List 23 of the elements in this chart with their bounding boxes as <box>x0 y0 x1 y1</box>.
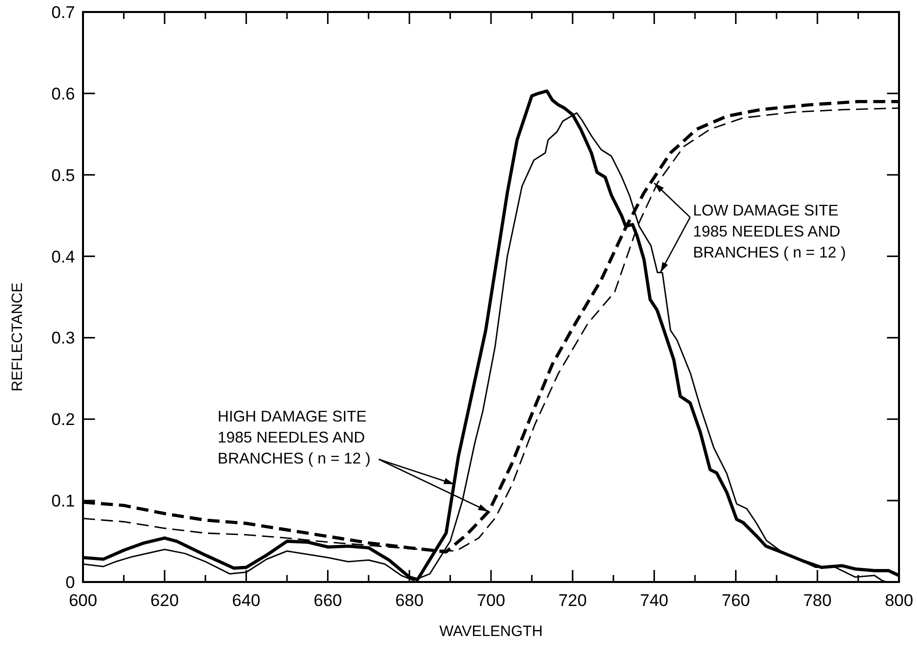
y-axis-title: REFLECTANCE <box>9 282 26 392</box>
y-tick-label: 0.5 <box>51 166 75 185</box>
y-tick-label: 0.3 <box>51 328 75 348</box>
x-tick-label: 800 <box>884 591 914 610</box>
y-tick-label: 0.4 <box>51 247 75 266</box>
x-tick-label: 680 <box>395 591 424 610</box>
x-tick-label: 600 <box>68 591 98 610</box>
annotation: LOW DAMAGE SITE 1985 NEEDLES AND BRANCHES ( n = 12 ) <box>692 202 846 262</box>
x-tick-label: 640 <box>232 591 260 610</box>
x-tick-label: 720 <box>558 591 587 610</box>
x-tick-label: 760 <box>722 591 750 610</box>
x-tick-label: 700 <box>476 591 506 610</box>
y-tick-label: 0.2 <box>51 410 75 430</box>
y-tick-label: 0.6 <box>51 84 75 104</box>
y-tick-label: 0.7 <box>51 3 75 22</box>
y-tick-label: 0.1 <box>51 492 75 511</box>
annotation: HIGH DAMAGE SITE 1985 NEEDLES AND BRANCHES ( n = 12 ) <box>218 408 371 468</box>
x-tick-label: 660 <box>314 591 342 610</box>
x-axis-title: WAVELENGTH <box>439 623 543 640</box>
x-tick-label: 740 <box>640 591 668 610</box>
x-tick-label: 620 <box>150 591 179 610</box>
y-tick-label: 0 <box>66 573 75 592</box>
x-tick-label: 780 <box>803 591 832 610</box>
